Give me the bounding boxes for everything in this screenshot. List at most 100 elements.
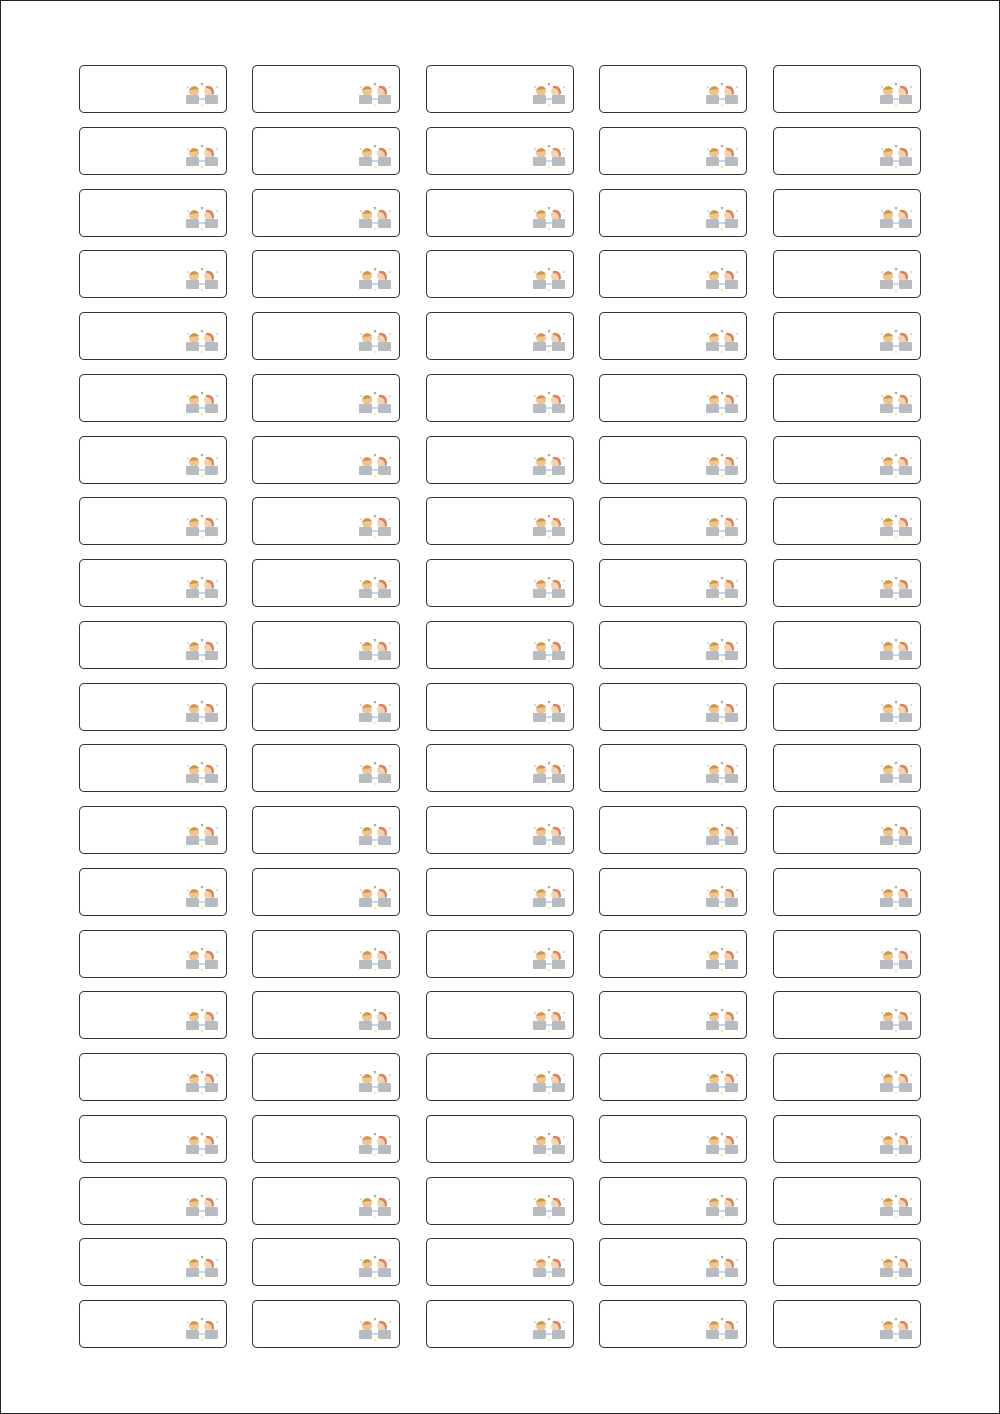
label	[79, 1176, 227, 1225]
label	[599, 373, 747, 422]
people-laptops-icon	[533, 453, 565, 477]
people-laptops-icon	[880, 329, 912, 354]
label	[773, 65, 921, 113]
people-laptops-icon	[359, 268, 391, 292]
people-laptops-icon	[186, 515, 218, 539]
label	[773, 312, 921, 360]
people-laptops-icon	[706, 391, 738, 416]
people-laptops-icon	[880, 947, 912, 971]
people-laptops-icon	[533, 1194, 565, 1218]
people-laptops-icon	[533, 638, 565, 663]
people-laptops-icon	[186, 329, 218, 354]
label	[773, 188, 921, 237]
people-laptops-icon	[186, 1009, 218, 1033]
label	[773, 806, 921, 854]
label	[252, 435, 400, 484]
label	[79, 1114, 227, 1163]
label	[599, 1176, 747, 1225]
label	[599, 1300, 747, 1348]
people-laptops-icon	[706, 1317, 738, 1342]
people-laptops-icon	[359, 1132, 391, 1157]
label	[426, 559, 574, 607]
people-laptops-icon	[533, 1317, 565, 1342]
label	[252, 1053, 400, 1101]
label	[252, 867, 400, 916]
people-laptops-icon	[359, 947, 391, 971]
label	[79, 744, 227, 793]
label	[426, 1238, 574, 1287]
people-laptops-icon	[533, 762, 565, 786]
label	[79, 373, 227, 422]
people-laptops-icon	[186, 885, 218, 910]
label	[599, 744, 747, 793]
label	[773, 1238, 921, 1287]
label	[773, 497, 921, 546]
people-laptops-icon	[706, 576, 738, 601]
people-laptops-icon	[706, 947, 738, 971]
people-laptops-icon	[533, 1070, 565, 1095]
people-laptops-icon	[533, 700, 565, 724]
people-laptops-icon	[186, 1132, 218, 1157]
people-laptops-icon	[186, 638, 218, 663]
label	[599, 929, 747, 978]
label	[426, 620, 574, 669]
label	[79, 126, 227, 175]
label	[426, 250, 574, 299]
people-laptops-icon	[359, 453, 391, 477]
people-laptops-icon	[880, 823, 912, 848]
people-laptops-icon	[359, 1256, 391, 1280]
label	[79, 497, 227, 546]
label	[426, 373, 574, 422]
people-laptops-icon	[880, 1132, 912, 1157]
label	[79, 1300, 227, 1348]
people-laptops-icon	[706, 1132, 738, 1157]
people-laptops-icon	[359, 515, 391, 539]
label	[426, 1114, 574, 1163]
people-laptops-icon	[359, 1194, 391, 1218]
people-laptops-icon	[880, 762, 912, 786]
label	[426, 435, 574, 484]
label	[79, 867, 227, 916]
people-laptops-icon	[880, 1317, 912, 1342]
people-laptops-icon	[533, 206, 565, 230]
people-laptops-icon	[706, 144, 738, 169]
label	[599, 682, 747, 731]
people-laptops-icon	[880, 1256, 912, 1280]
people-laptops-icon	[880, 576, 912, 601]
people-laptops-icon	[880, 1194, 912, 1218]
people-laptops-icon	[186, 268, 218, 292]
people-laptops-icon	[359, 576, 391, 601]
label	[599, 806, 747, 854]
label	[79, 806, 227, 854]
people-laptops-icon	[880, 268, 912, 292]
people-laptops-icon	[533, 268, 565, 292]
people-laptops-icon	[880, 453, 912, 477]
people-laptops-icon	[706, 515, 738, 539]
label	[599, 559, 747, 607]
label	[252, 806, 400, 854]
label	[252, 373, 400, 422]
people-laptops-icon	[533, 947, 565, 971]
people-laptops-icon	[359, 206, 391, 230]
label	[426, 806, 574, 854]
label	[426, 1053, 574, 1101]
people-laptops-icon	[706, 762, 738, 786]
label	[773, 435, 921, 484]
people-laptops-icon	[186, 144, 218, 169]
label	[79, 620, 227, 669]
people-laptops-icon	[880, 206, 912, 230]
label	[599, 65, 747, 113]
label	[252, 1238, 400, 1287]
label	[773, 991, 921, 1040]
label	[252, 559, 400, 607]
people-laptops-icon	[533, 885, 565, 910]
label	[79, 435, 227, 484]
label	[599, 867, 747, 916]
people-laptops-icon	[706, 268, 738, 292]
label	[252, 65, 400, 113]
people-laptops-icon	[186, 206, 218, 230]
people-laptops-icon	[706, 1009, 738, 1033]
people-laptops-icon	[706, 885, 738, 910]
label	[252, 744, 400, 793]
label	[252, 620, 400, 669]
